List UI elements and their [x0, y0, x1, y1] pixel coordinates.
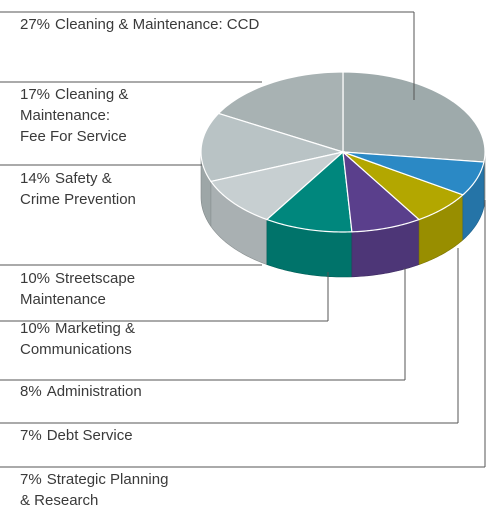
pie-slice: [342, 151, 485, 196]
category-label: Debt Service: [47, 427, 133, 444]
category-label: Cleaning & Maintenance: CCD: [55, 16, 259, 33]
value-label: 14%: [20, 170, 50, 187]
pie-slice: [265, 150, 353, 233]
category-label: Streetscape: [55, 270, 135, 287]
category-label: Communications: [20, 341, 132, 358]
value-label: 10%: [20, 320, 50, 337]
slice-label: 7% Strategic Planning: [20, 471, 168, 488]
pie-slice: [342, 71, 486, 163]
category-label: Cleaning &: [55, 86, 128, 103]
category-label: Maintenance:: [20, 107, 110, 124]
category-label: Marketing &: [55, 320, 135, 337]
slice-label: Crime Prevention: [20, 191, 136, 208]
slice-label: 17% Cleaning &: [20, 86, 128, 103]
category-label: Crime Prevention: [20, 191, 136, 208]
pie-slice: [217, 71, 344, 153]
category-label: Administration: [47, 383, 142, 400]
category-label: Strategic Planning: [47, 471, 169, 488]
value-label: 10%: [20, 270, 50, 287]
pie-slice: [342, 150, 421, 233]
slice-label: 27% Cleaning & Maintenance: CCD: [20, 16, 259, 33]
category-label: Fee For Service: [20, 128, 127, 145]
category-label: Maintenance: [20, 291, 106, 308]
slice-label: & Research: [20, 492, 98, 509]
slice-label: Communications: [20, 341, 132, 358]
category-label: & Research: [20, 492, 98, 509]
value-label: 8%: [20, 383, 42, 400]
category-label: Safety &: [55, 170, 112, 187]
value-label: 17%: [20, 86, 50, 103]
slice-label: 10% Marketing &: [20, 320, 135, 337]
pie-slice: [209, 150, 346, 221]
slice-label: Maintenance:: [20, 107, 110, 124]
slice-label: 14% Safety &: [20, 170, 112, 187]
value-label: 7%: [20, 471, 42, 488]
slice-label: Maintenance: [20, 291, 106, 308]
slice-label: 10% Streetscape: [20, 270, 135, 287]
value-label: 27%: [20, 16, 50, 33]
slice-label: 7% Debt Service: [20, 427, 133, 444]
pie-slice: [200, 112, 346, 183]
slice-label: Fee For Service: [20, 128, 127, 145]
slice-label: 8% Administration: [20, 383, 142, 400]
value-label: 7%: [20, 427, 42, 444]
pie-slice: [342, 151, 465, 221]
